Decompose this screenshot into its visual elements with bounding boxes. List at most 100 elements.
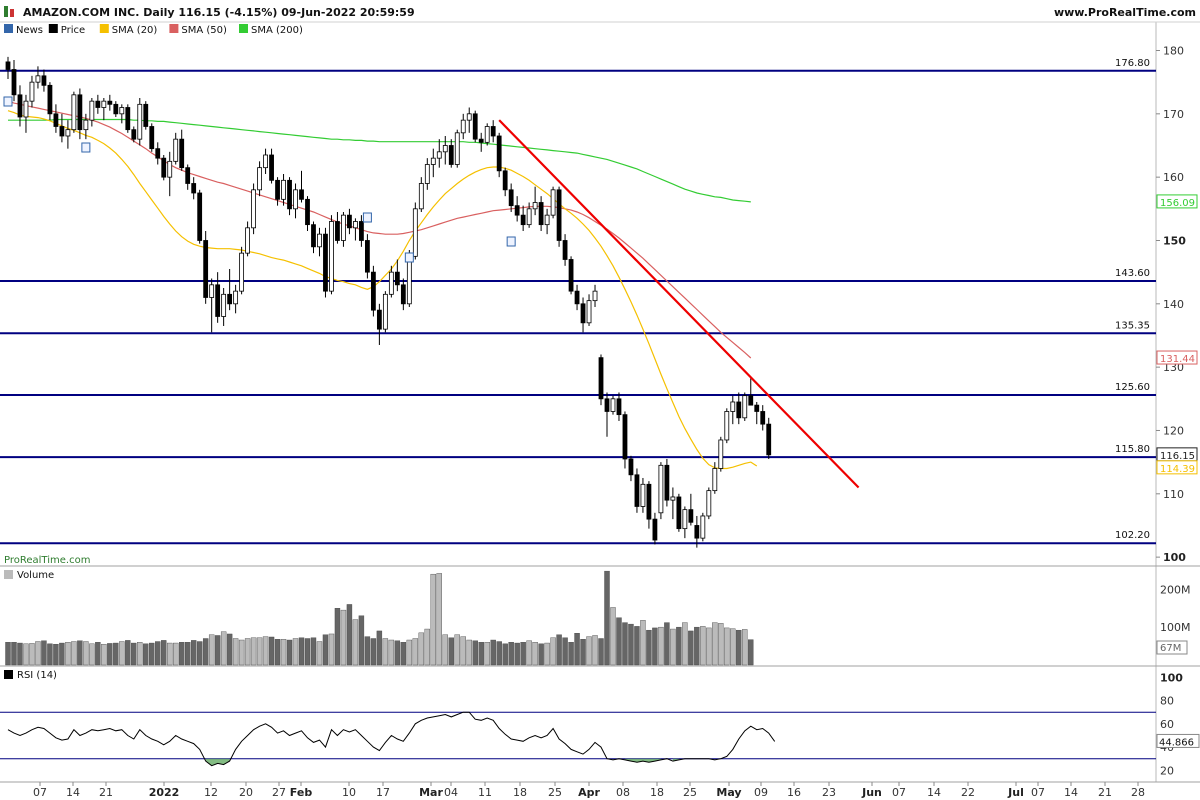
date-label: 08 [616, 786, 630, 799]
date-label: 2022 [149, 786, 180, 799]
candle-icon [4, 6, 8, 17]
candle-body [436, 151, 442, 159]
volume-bar [520, 642, 526, 666]
price-axis-label: 140 [1163, 298, 1184, 311]
candle-body [580, 303, 586, 324]
volume-bar [442, 634, 448, 666]
volume-bar [322, 634, 329, 666]
volume-bar [376, 630, 383, 666]
candle-body [137, 103, 143, 140]
candle-body [113, 103, 119, 115]
candle-body [394, 271, 400, 286]
volume-bar [238, 639, 245, 666]
price-axis-label: 110 [1163, 488, 1184, 501]
sma50-badge [1156, 350, 1198, 365]
volume-bar [286, 639, 293, 666]
rsi-axis-label: 60 [1160, 718, 1174, 731]
candle-body [712, 468, 718, 492]
volume-bar [149, 642, 155, 666]
volume-bar [244, 638, 251, 666]
volume-bar [143, 643, 149, 666]
candle-body [544, 214, 550, 226]
volume-title: Volume [17, 570, 54, 581]
news-icon[interactable] [362, 212, 372, 223]
volume-bar [232, 638, 239, 666]
trendline[interactable] [498, 119, 860, 489]
volume-bar [724, 627, 730, 666]
candle-body [11, 69, 17, 96]
volume-bar [568, 642, 574, 666]
news-icon[interactable] [3, 96, 13, 107]
legend[interactable]: News Price SMA (20) SMA (50) SMA (200) [4, 24, 303, 36]
candle-body [59, 126, 65, 137]
volume-bar [454, 634, 460, 666]
candle-body [646, 483, 652, 520]
volume-bar [41, 640, 47, 666]
candle-body [400, 284, 406, 305]
volume-bar [436, 573, 442, 666]
candle-body [634, 474, 640, 507]
candle-body [287, 179, 292, 210]
price-axis: 100110120130140150160170180156.09131.441… [1156, 44, 1198, 564]
candle-body [490, 126, 496, 137]
candle-body [257, 167, 262, 191]
volume-bar [682, 622, 688, 666]
volume-last-badge [1156, 640, 1188, 655]
legend-item-label: SMA (20) [112, 25, 158, 36]
candle-body [227, 293, 233, 305]
date-label: 27 [272, 786, 286, 799]
volume-bar [274, 639, 281, 666]
date-label: 22 [961, 786, 975, 799]
date-label: 07 [1031, 786, 1045, 799]
volume-bar [346, 604, 353, 666]
rsi-oversold-fill [205, 758, 230, 766]
candle-body [592, 290, 598, 302]
volume-bar [131, 642, 137, 666]
candle-body [323, 233, 328, 292]
date-label: Jul [1007, 786, 1024, 799]
candle-body [424, 164, 430, 184]
candle-body [568, 259, 574, 292]
volume-bar [472, 640, 478, 666]
candle-body [233, 290, 239, 305]
volume-bar [526, 640, 532, 666]
date-label: 14 [66, 786, 80, 799]
candle-body [77, 94, 83, 131]
rsi-axis-label: 100 [1160, 671, 1183, 684]
candle-body [760, 411, 766, 425]
candle-body [275, 179, 280, 200]
news-icon[interactable] [81, 142, 91, 153]
candle-body [347, 214, 352, 229]
volume-bar [196, 641, 203, 666]
volume-bar [202, 638, 209, 666]
volume-bar [292, 638, 299, 666]
volume-bar [334, 608, 341, 666]
candle-body [299, 189, 304, 200]
news-markers[interactable] [3, 96, 516, 263]
trendline-line[interactable] [498, 119, 860, 489]
candle-body [466, 113, 472, 121]
volume-bar [700, 626, 706, 666]
volume-bar [352, 619, 359, 666]
news-icon[interactable] [404, 252, 414, 263]
candle-body [17, 94, 23, 118]
volume-bar [418, 632, 425, 666]
candle-body [616, 398, 622, 416]
candle-body [143, 103, 149, 127]
volume-bar [574, 633, 580, 666]
chart-header: AMAZON.COM INC. Daily 116.15 (-4.15%) 09… [4, 6, 1196, 19]
volume-bar [262, 636, 269, 666]
candle-body [526, 208, 532, 226]
color-swatch [99, 24, 109, 33]
candle-body [131, 129, 137, 140]
news-icon[interactable] [506, 236, 516, 247]
price-axis-label: 100 [1163, 551, 1186, 564]
price-axis-label: 120 [1163, 424, 1184, 437]
volume-bar [47, 643, 53, 666]
volume-bar [190, 640, 197, 666]
level-label: 125.60 [1115, 382, 1150, 393]
volume-bar [694, 626, 700, 666]
candle-body [448, 145, 454, 165]
volume-bar [280, 639, 287, 666]
